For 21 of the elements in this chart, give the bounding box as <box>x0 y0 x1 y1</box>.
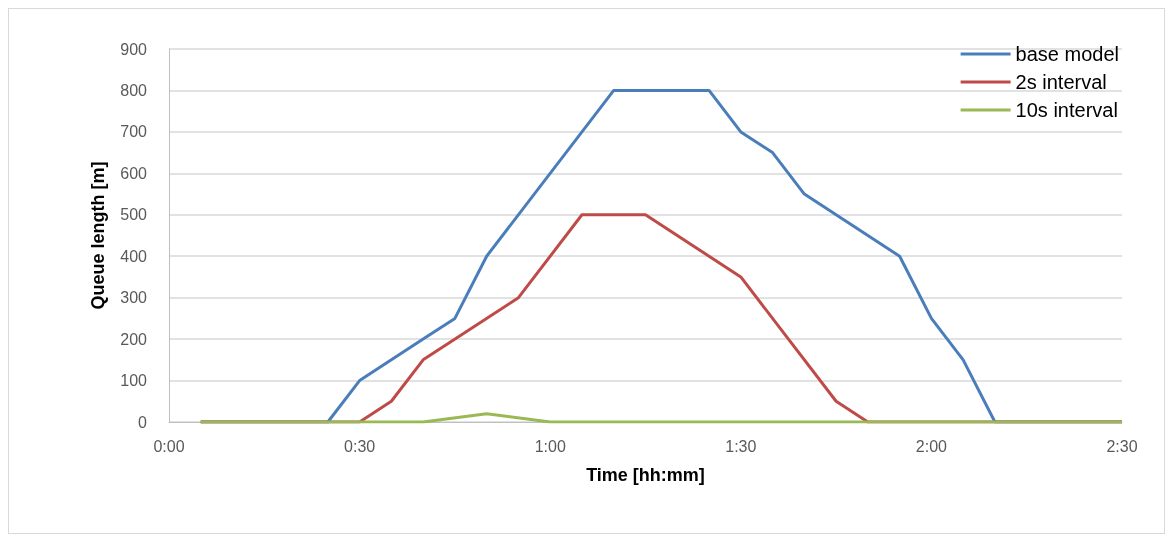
y-tick-label: 100 <box>120 372 148 390</box>
x-axis-title: Time [hh:mm] <box>586 465 705 485</box>
y-tick-label: 800 <box>120 81 148 99</box>
y-tick-label: 200 <box>120 330 148 348</box>
y-axis-title: Queue length [m] <box>88 161 108 310</box>
y-tick-label: 600 <box>120 164 148 182</box>
y-tick-label: 900 <box>120 40 148 58</box>
y-tick-label: 500 <box>120 206 148 224</box>
legend-label: 2s interval <box>1015 71 1107 93</box>
x-tick-label: 2:00 <box>915 437 948 455</box>
x-tick-label: 2:30 <box>1106 437 1138 455</box>
y-tick-label: 700 <box>120 123 148 141</box>
y-tick-label: 300 <box>120 289 148 307</box>
legend-label: base model <box>1015 43 1120 65</box>
y-tick-label: 400 <box>120 247 148 265</box>
legend-label: 10s interval <box>1015 99 1118 121</box>
x-tick-label: 0:00 <box>153 437 185 455</box>
x-tick-label: 1:00 <box>534 437 566 455</box>
x-tick-label: 0:30 <box>344 437 376 455</box>
y-tick-label: 0 <box>138 413 148 431</box>
x-tick-label: 1:30 <box>725 437 757 455</box>
